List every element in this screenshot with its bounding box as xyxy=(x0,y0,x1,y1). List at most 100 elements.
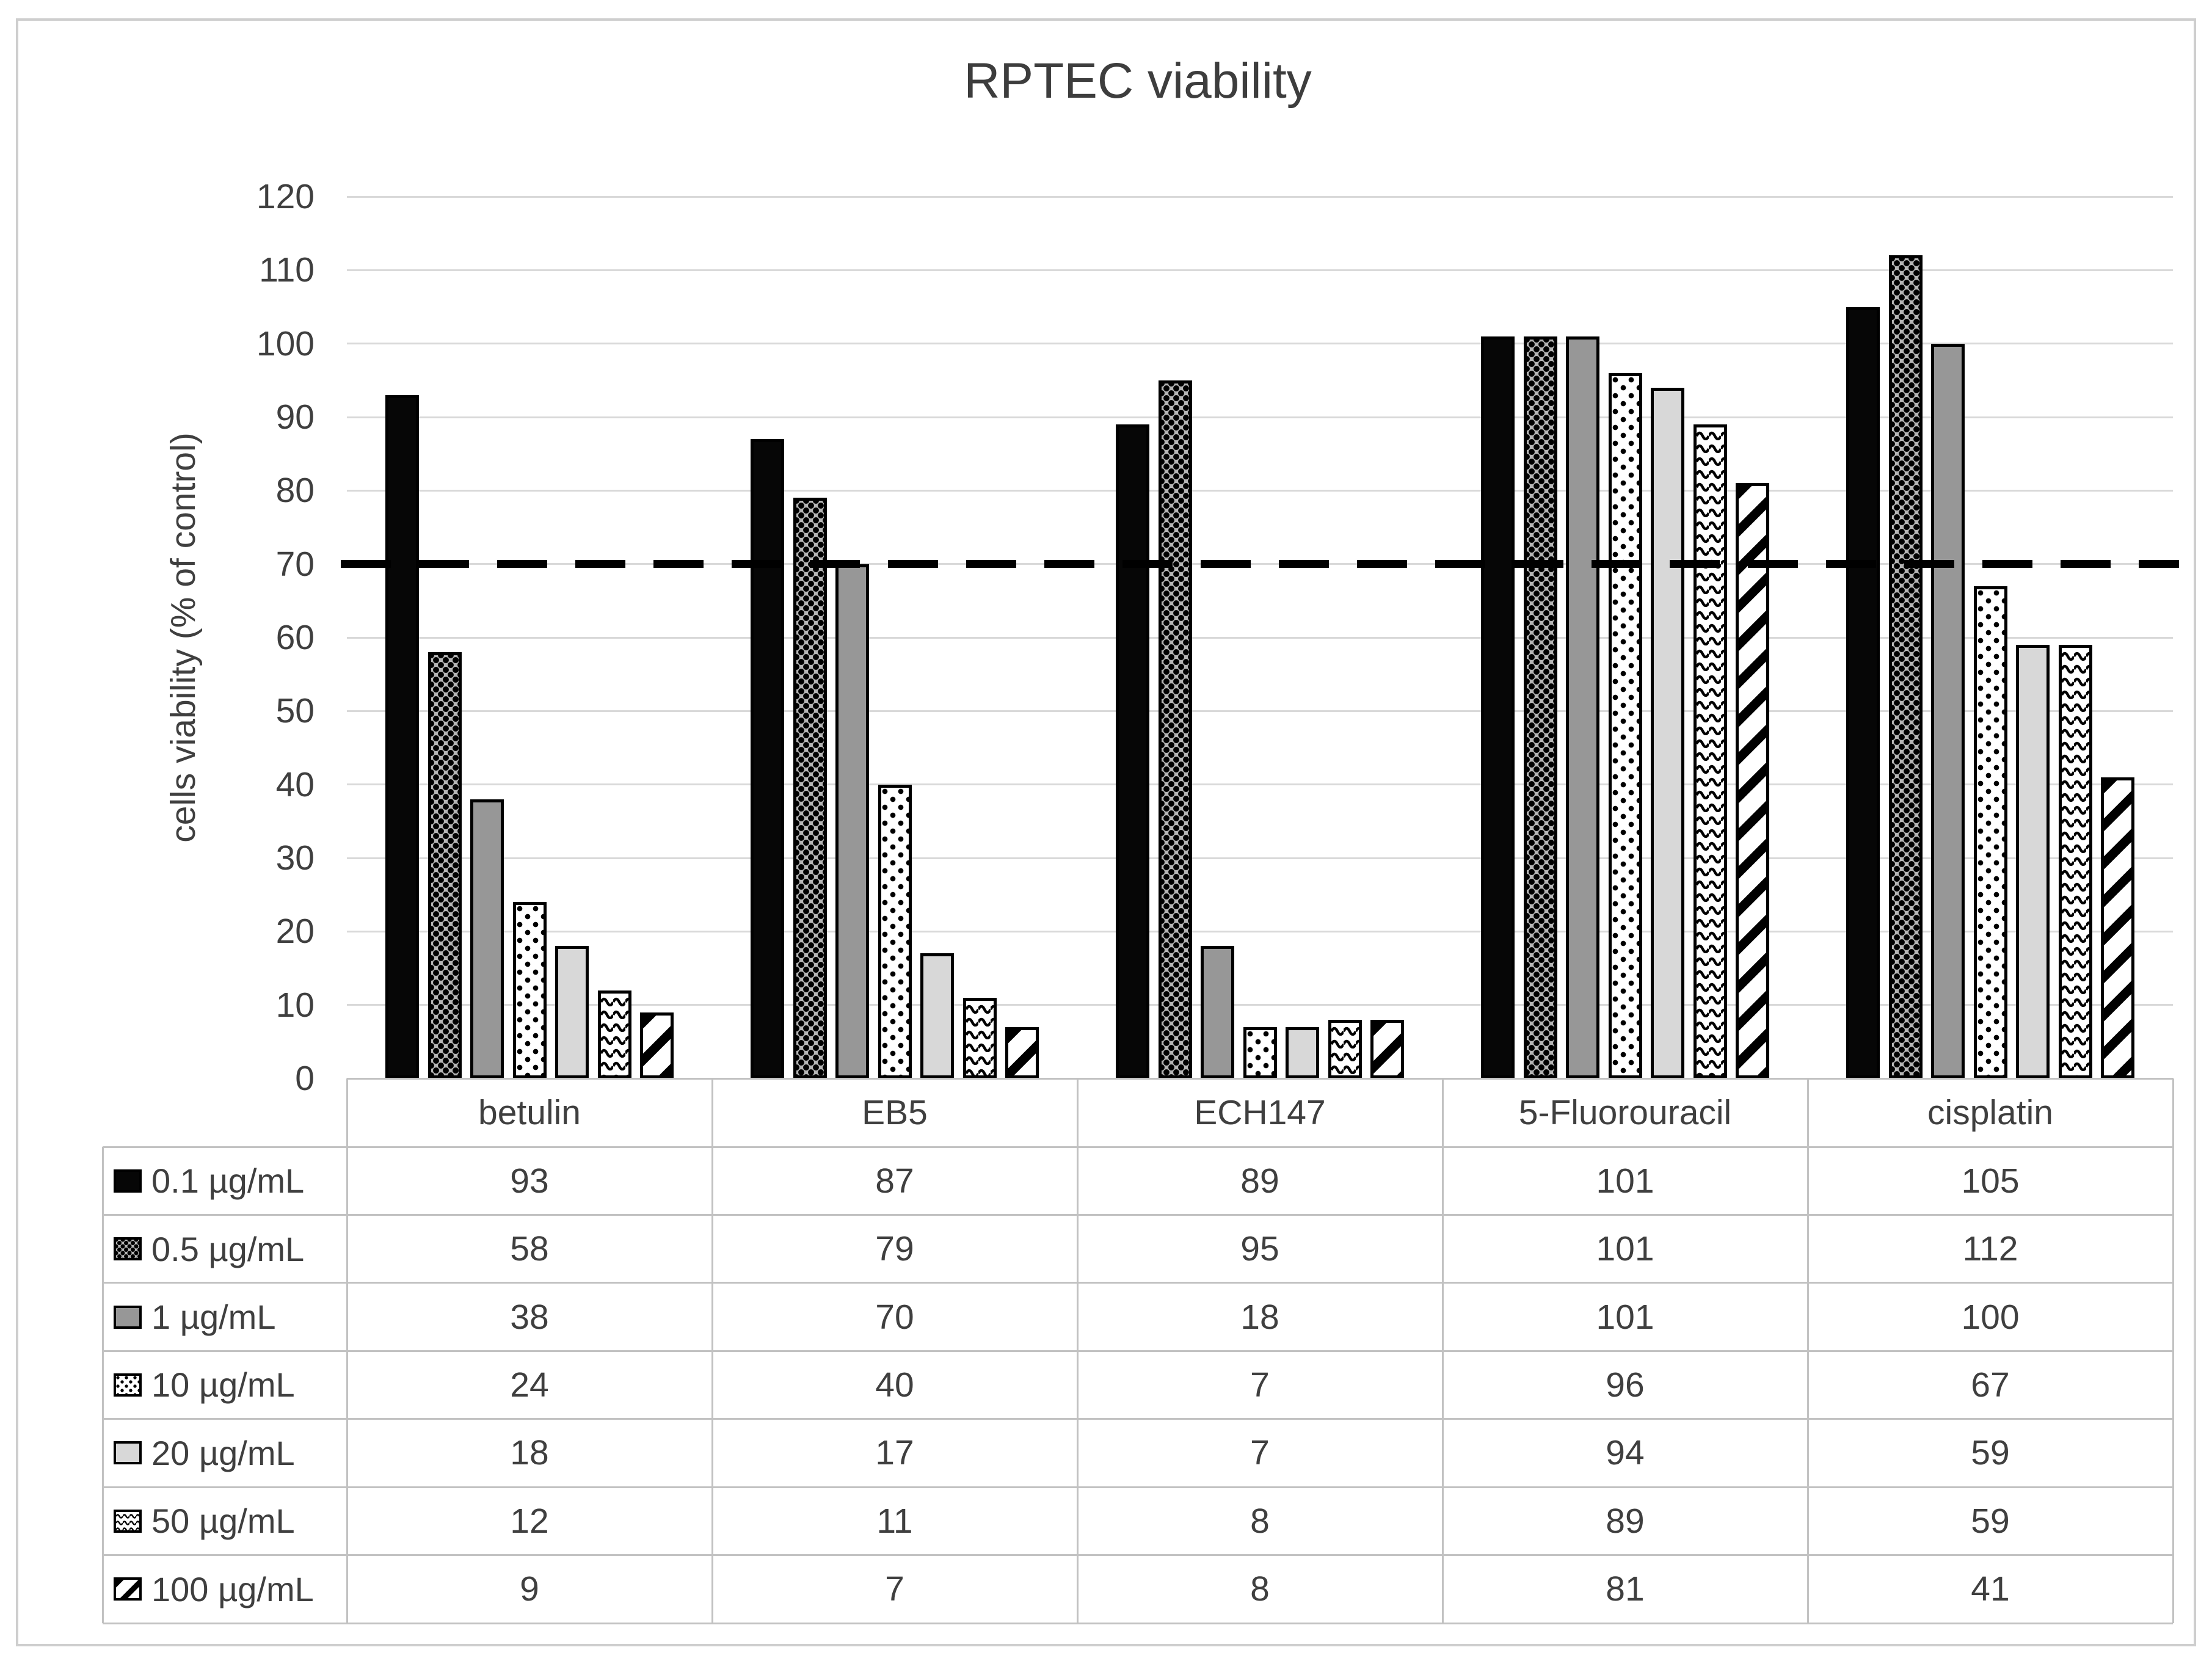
chart-title: RPTEC viability xyxy=(964,53,1312,109)
figure-border xyxy=(16,18,2196,1646)
bar-diagonal-stripes-cisplatin xyxy=(2101,777,2134,1078)
table-grid-line xyxy=(347,1077,2173,1080)
bar-light-gray-ECH147 xyxy=(1286,1027,1319,1078)
value-cell: 7 xyxy=(885,1569,904,1609)
bar-solid-black-ECH147 xyxy=(1116,424,1149,1078)
value-cell: 79 xyxy=(875,1229,914,1269)
value-cell: 101 xyxy=(1596,1297,1654,1337)
bar-diagonal-stripes-5-Fluorouracil xyxy=(1736,483,1769,1078)
legend-cell: 0.1 µg/mL xyxy=(103,1147,347,1215)
legend-swatch-sparse-dots xyxy=(114,1373,142,1397)
legend-cell: 1 µg/mL xyxy=(103,1283,347,1351)
table-grid-line xyxy=(346,1078,348,1623)
y-tick-label: 70 xyxy=(275,544,315,584)
gridline xyxy=(347,783,2173,786)
gridline xyxy=(347,269,2173,271)
gridline xyxy=(347,489,2173,492)
table-grid-line xyxy=(103,1350,2173,1352)
bar-sparse-dots-5-Fluorouracil xyxy=(1608,373,1642,1078)
value-cell: 18 xyxy=(1240,1297,1279,1337)
bar-solid-black-5-Fluorouracil xyxy=(1481,336,1515,1078)
legend-cell: 100 µg/mL xyxy=(103,1555,347,1623)
legend-swatch-solid-gray xyxy=(114,1305,142,1329)
bar-dotted-diamond-betulin xyxy=(427,652,462,1078)
legend-cell: 0.5 µg/mL xyxy=(103,1215,347,1282)
value-cell: 24 xyxy=(510,1365,549,1405)
bar-solid-black-cisplatin xyxy=(1846,307,1880,1078)
legend-swatch-dotted-diamond xyxy=(114,1237,142,1261)
value-cell: 67 xyxy=(1971,1365,2010,1405)
bar-sparse-dots-ECH147 xyxy=(1243,1027,1277,1078)
value-cell: 94 xyxy=(1606,1433,1645,1473)
legend-label: 20 µg/mL xyxy=(151,1433,295,1472)
wave-pattern-fill xyxy=(2061,648,2089,1075)
bar-diagonal-stripes-ECH147 xyxy=(1370,1019,1404,1078)
bar-waves-betulin xyxy=(597,990,631,1078)
bar-sparse-dots-betulin xyxy=(512,902,547,1078)
wave-pattern-fill xyxy=(1696,427,1724,1075)
y-tick-label: 60 xyxy=(275,618,315,657)
bar-sparse-dots-cisplatin xyxy=(1973,586,2007,1078)
gridline xyxy=(347,195,2173,198)
wave-pattern-fill xyxy=(966,1000,994,1075)
gridline xyxy=(347,343,2173,345)
legend-swatch-waves xyxy=(114,1509,142,1533)
bar-dotted-diamond-EB5 xyxy=(793,498,827,1078)
legend-swatch-light-gray xyxy=(114,1441,142,1465)
bar-solid-black-EB5 xyxy=(751,439,784,1078)
bar-diagonal-stripes-EB5 xyxy=(1005,1027,1039,1078)
gridline xyxy=(347,857,2173,859)
y-tick-label: 0 xyxy=(295,1059,315,1098)
value-cell: 17 xyxy=(875,1433,914,1473)
bar-waves-cisplatin xyxy=(2058,645,2092,1078)
legend-cell: 20 µg/mL xyxy=(103,1419,347,1487)
y-tick-label: 80 xyxy=(275,471,315,511)
value-cell: 105 xyxy=(1961,1161,2020,1201)
value-cell: 7 xyxy=(1250,1433,1270,1473)
value-cell: 8 xyxy=(1250,1569,1270,1609)
bar-light-gray-cisplatin xyxy=(2016,645,2050,1078)
bar-waves-5-Fluorouracil xyxy=(1693,424,1727,1078)
table-grid-line xyxy=(1806,1078,1809,1623)
value-cell: 70 xyxy=(875,1297,914,1337)
table-grid-line xyxy=(103,1622,2173,1624)
legend-label: 10 µg/mL xyxy=(151,1365,295,1405)
legend-label: 100 µg/mL xyxy=(151,1569,314,1608)
table-grid-line xyxy=(101,1147,104,1623)
bar-waves-ECH147 xyxy=(1328,1019,1362,1078)
value-cell: 12 xyxy=(510,1501,549,1541)
legend-label: 0.1 µg/mL xyxy=(151,1161,305,1201)
bar-diagonal-stripes-betulin xyxy=(640,1012,674,1078)
y-tick-label: 10 xyxy=(275,985,315,1025)
value-cell: 87 xyxy=(875,1161,914,1201)
table-grid-line xyxy=(711,1078,713,1623)
bar-light-gray-5-Fluorouracil xyxy=(1651,387,1684,1078)
legend-label: 50 µg/mL xyxy=(151,1502,295,1541)
y-tick-label: 120 xyxy=(256,177,315,216)
table-grid-line xyxy=(103,1554,2173,1557)
value-cell: 59 xyxy=(1971,1433,2010,1473)
bar-solid-gray-ECH147 xyxy=(1201,946,1234,1078)
value-cell: 11 xyxy=(876,1501,913,1541)
value-cell: 100 xyxy=(1961,1297,2020,1337)
bar-solid-gray-cisplatin xyxy=(1931,343,1965,1078)
value-cell: 58 xyxy=(510,1229,549,1269)
table-grid-line xyxy=(103,1213,2173,1216)
value-cell: 38 xyxy=(510,1297,549,1337)
y-tick-label: 100 xyxy=(256,324,315,363)
category-header-cell: betulin xyxy=(478,1093,581,1132)
table-grid-line xyxy=(103,1146,2173,1148)
y-tick-label: 90 xyxy=(275,398,315,437)
y-tick-label: 50 xyxy=(275,691,315,731)
bar-light-gray-EB5 xyxy=(920,953,954,1078)
gridline xyxy=(347,416,2173,418)
value-cell: 81 xyxy=(1606,1569,1645,1609)
gridline xyxy=(347,930,2173,932)
value-cell: 95 xyxy=(1240,1229,1279,1269)
bar-dotted-diamond-ECH147 xyxy=(1158,380,1192,1078)
bar-sparse-dots-EB5 xyxy=(878,784,912,1078)
value-cell: 89 xyxy=(1240,1161,1279,1201)
bar-dotted-diamond-cisplatin xyxy=(1888,255,1923,1078)
value-cell: 59 xyxy=(1971,1501,2010,1541)
